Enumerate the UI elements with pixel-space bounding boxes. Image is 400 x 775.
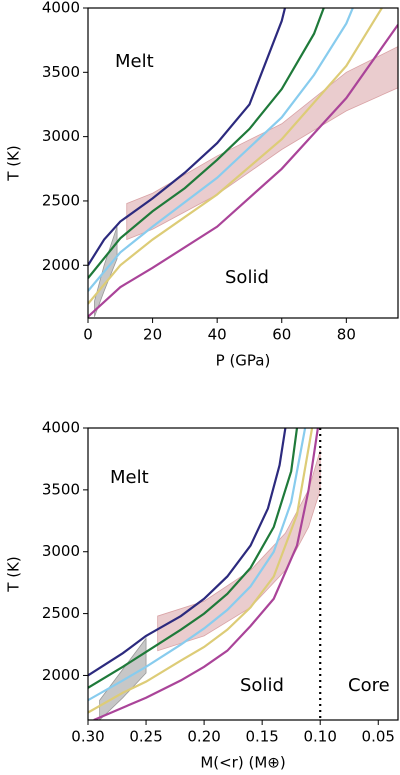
melt-curve — [88, 428, 307, 702]
melt-curve — [88, 8, 287, 266]
y-tick-label: 2500 — [42, 604, 80, 622]
x-tick-label: 0 — [83, 326, 93, 344]
y-tick-label: 4000 — [42, 0, 80, 17]
x-tick-label: 0.20 — [187, 728, 220, 746]
melt-curve — [88, 428, 287, 677]
melt-curve — [88, 428, 314, 714]
melt-curve — [88, 428, 299, 689]
x-axis-label: M(<r) (M⊕) — [200, 754, 285, 772]
melt-curve — [88, 8, 383, 305]
melt-curve — [93, 428, 319, 720]
x-tick-label: 0.25 — [129, 728, 162, 746]
y-axis-label: T (K) — [5, 145, 23, 181]
x-tick-label: 20 — [143, 326, 162, 344]
x-tick-label: 0.15 — [245, 728, 278, 746]
band — [126, 46, 398, 241]
annotation: Core — [348, 675, 390, 696]
x-tick-label: 60 — [272, 326, 291, 344]
x-tick-label: 40 — [208, 326, 227, 344]
y-axis-label: T (K) — [5, 556, 23, 592]
x-tick-label: 0.10 — [304, 728, 337, 746]
y-tick-label: 4000 — [42, 419, 80, 437]
annotation: Solid — [225, 267, 269, 288]
plot-area — [88, 428, 321, 720]
y-tick-label: 2000 — [42, 256, 80, 274]
axes-frame — [87, 7, 399, 319]
x-tick-label: 80 — [337, 326, 356, 344]
y-tick-label: 3500 — [42, 480, 80, 498]
melt-curve — [88, 8, 354, 292]
annotation: Solid — [240, 675, 284, 696]
y-tick-label: 2500 — [42, 191, 80, 209]
y-tick-label: 3000 — [42, 542, 80, 560]
y-tick-label: 2000 — [42, 666, 80, 684]
x-tick-label: 0.05 — [362, 728, 395, 746]
x-axis-label: P (GPa) — [216, 352, 271, 370]
y-tick-label: 3500 — [42, 63, 80, 81]
melt-curve — [88, 8, 325, 279]
annotation: Melt — [115, 51, 154, 72]
annotation: Melt — [110, 467, 149, 488]
x-tick-label: 0.30 — [71, 728, 104, 746]
plot-area — [88, 8, 398, 318]
melt-curve — [88, 24, 398, 318]
axes-frame — [87, 427, 399, 721]
y-tick-label: 3000 — [42, 127, 80, 145]
